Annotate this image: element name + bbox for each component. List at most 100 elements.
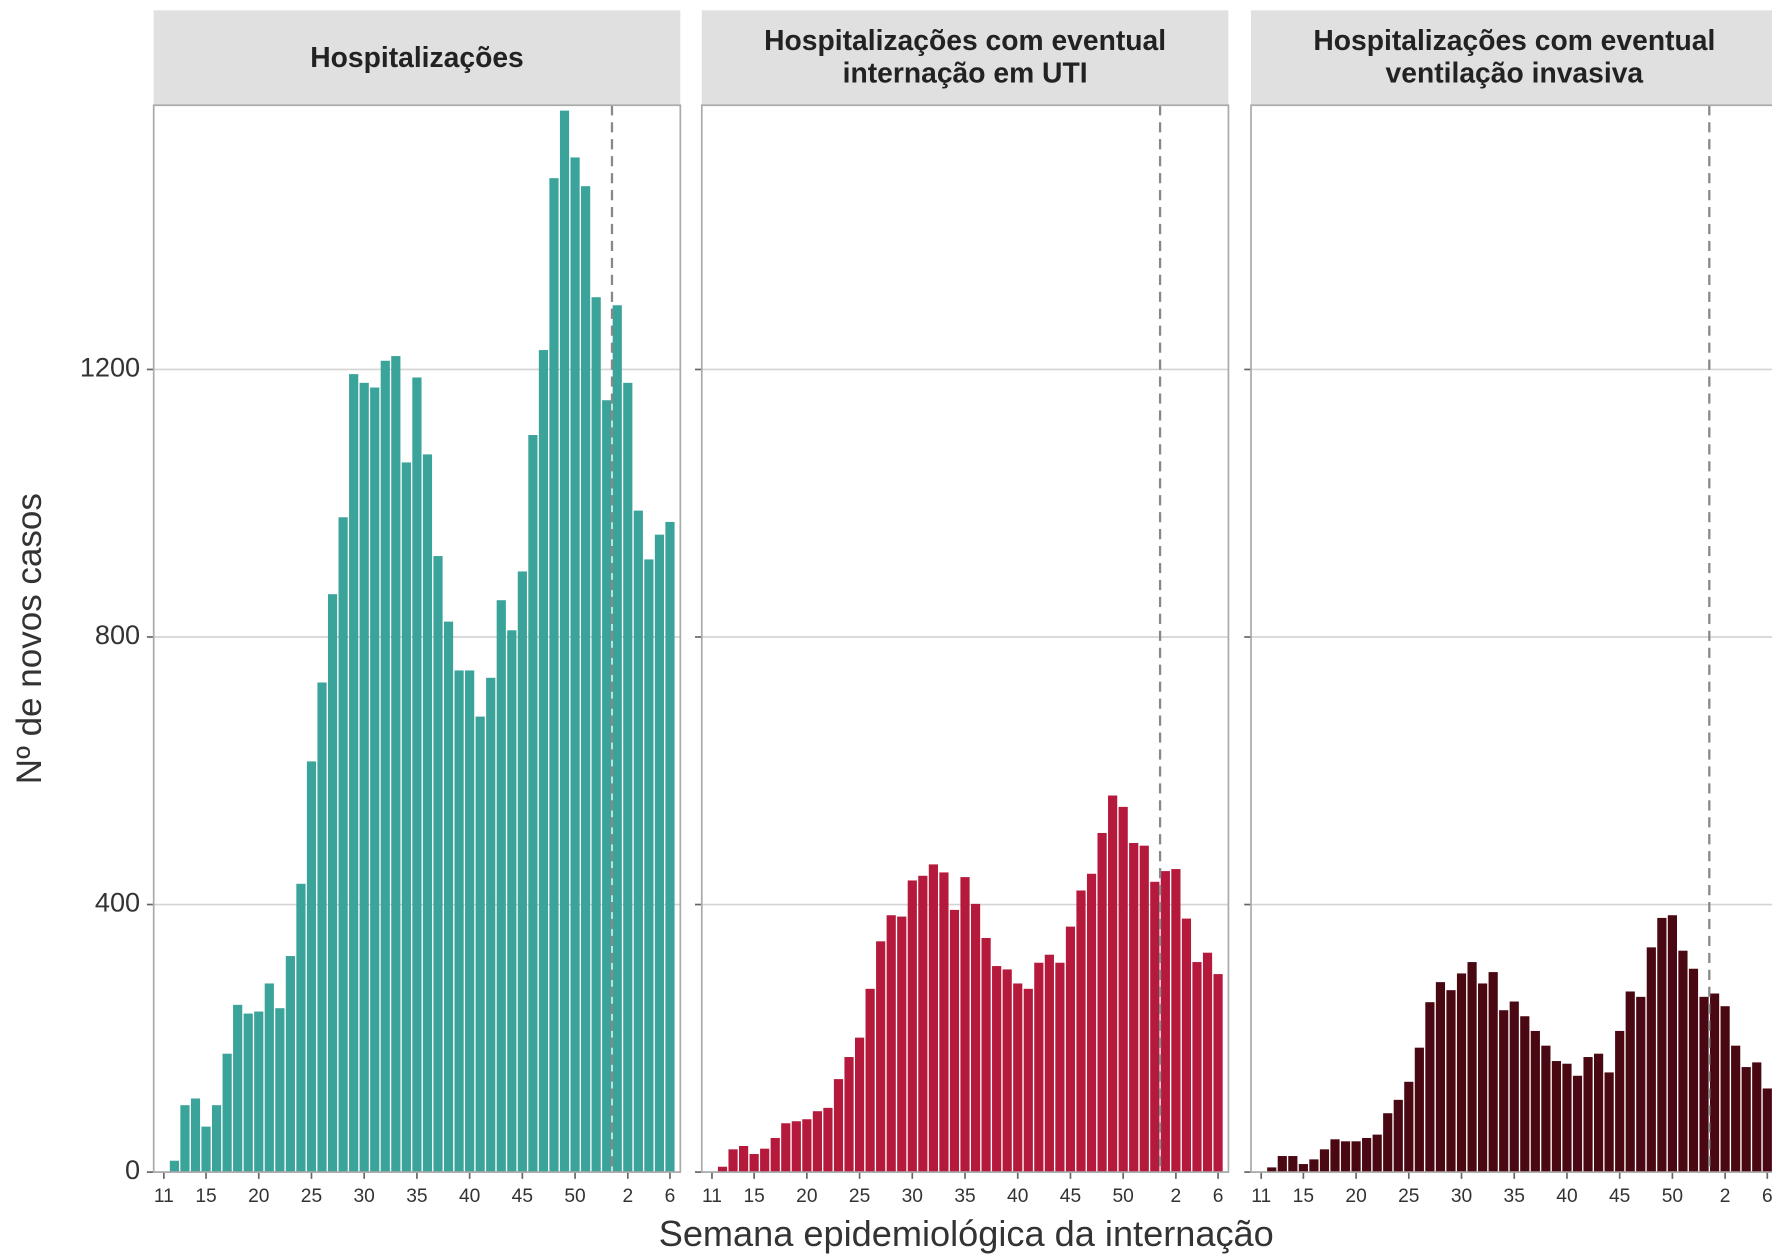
bar: [1499, 1010, 1509, 1173]
facet-title-box: Hospitalizações com eventual internação …: [702, 10, 1229, 105]
x-tick-label: 40: [1007, 1186, 1028, 1207]
bar: [1076, 890, 1086, 1173]
bar: [1425, 1002, 1435, 1173]
bar: [380, 360, 390, 1173]
x-tick-label: 40: [1556, 1186, 1577, 1207]
bar: [1615, 1030, 1625, 1173]
bar: [602, 400, 612, 1173]
x-tick-label: 35: [954, 1186, 975, 1207]
bar: [1414, 1047, 1424, 1173]
bar: [1309, 1159, 1319, 1173]
x-tick-label: 25: [1398, 1186, 1419, 1207]
bar: [296, 883, 306, 1173]
bar: [1013, 983, 1023, 1173]
bar: [306, 761, 317, 1173]
bar: [1509, 1001, 1519, 1173]
facet-title-text: Hospitalizações com eventual internação …: [764, 25, 1167, 90]
bar: [317, 682, 327, 1173]
bar: [454, 670, 464, 1173]
bar: [1478, 983, 1488, 1173]
panel-border: [1250, 104, 1772, 1173]
x-axis-label: Semana epidemiológica da internação: [659, 1213, 1274, 1254]
bar: [1171, 869, 1181, 1173]
x-tick-label: 20: [248, 1186, 269, 1207]
facet-strip: [701, 10, 1229, 106]
bar: [1762, 1088, 1772, 1173]
bar: [433, 556, 443, 1173]
bar: [581, 186, 591, 1173]
bar: [1150, 881, 1160, 1173]
bar: [1667, 915, 1677, 1173]
bar: [1118, 806, 1128, 1173]
bar: [876, 941, 886, 1173]
bar: [1065, 926, 1076, 1173]
bar: [1202, 952, 1213, 1173]
x-tick-label: 6: [1213, 1186, 1224, 1207]
bar: [1456, 973, 1467, 1173]
x-tick-label: 35: [406, 1186, 427, 1207]
x-tick-label: 40: [459, 1186, 480, 1207]
bar: [823, 1107, 833, 1173]
bar: [243, 1013, 253, 1173]
x-tick-label: 30: [902, 1186, 923, 1207]
bar: [1467, 962, 1477, 1173]
bar: [844, 1057, 854, 1173]
bar: [1044, 954, 1054, 1173]
bar: [1604, 1072, 1614, 1173]
x-tick-label: 2: [1171, 1186, 1182, 1207]
bar: [1298, 1164, 1308, 1173]
bar: [1330, 1139, 1340, 1173]
bar: [349, 374, 359, 1173]
bar: [918, 875, 928, 1173]
bar: [897, 916, 907, 1173]
bar: [749, 1154, 759, 1173]
bar: [1288, 1156, 1298, 1173]
facet-title-box: Hospitalizações com eventual ventilação …: [1313, 25, 1716, 90]
bar: [644, 559, 654, 1173]
bar: [623, 382, 633, 1173]
bar: [970, 903, 981, 1173]
facet-title-text: Hospitalizações com eventual ventilação …: [1313, 25, 1716, 90]
x-tick-label: 2: [1720, 1186, 1731, 1207]
bar: [591, 297, 601, 1173]
bar: [538, 350, 549, 1173]
bar: [1741, 1067, 1751, 1173]
bar: [770, 1137, 780, 1173]
bar: [570, 157, 580, 1173]
bar: [1393, 1099, 1403, 1173]
x-tick-label: 30: [354, 1186, 375, 1207]
bar: [507, 630, 517, 1173]
bar: [1129, 843, 1139, 1173]
bar: [528, 435, 538, 1173]
bar: [791, 1121, 801, 1173]
bar: [338, 517, 348, 1173]
x-tick-label: 20: [796, 1186, 817, 1207]
bar: [812, 1111, 822, 1173]
bar: [1572, 1075, 1583, 1173]
bar: [1646, 947, 1656, 1173]
bar: [169, 1160, 180, 1173]
bar: [549, 178, 559, 1173]
y-tick-label: 0: [125, 1154, 140, 1185]
bar: [1192, 962, 1202, 1173]
bar: [1530, 1030, 1540, 1173]
x-tick-label: 6: [1762, 1186, 1772, 1207]
panel-border: [152, 104, 682, 1173]
x-tick-label: 11: [702, 1186, 722, 1207]
bar: [1319, 1149, 1330, 1173]
bar: [1541, 1045, 1551, 1173]
facet-strip: [1251, 10, 1772, 106]
x-tick-label: 15: [1293, 1186, 1314, 1207]
bar: [833, 1079, 844, 1173]
facet-title: Hospitalizações com eventual internação …: [702, 10, 1229, 105]
bar: [1372, 1134, 1382, 1173]
bar: [254, 1011, 264, 1173]
bar: [275, 1008, 285, 1173]
bar: [1139, 845, 1149, 1173]
bar: [1023, 988, 1033, 1173]
bar: [233, 1004, 243, 1173]
x-tick-label: 30: [1451, 1186, 1472, 1207]
bar: [992, 966, 1002, 1173]
